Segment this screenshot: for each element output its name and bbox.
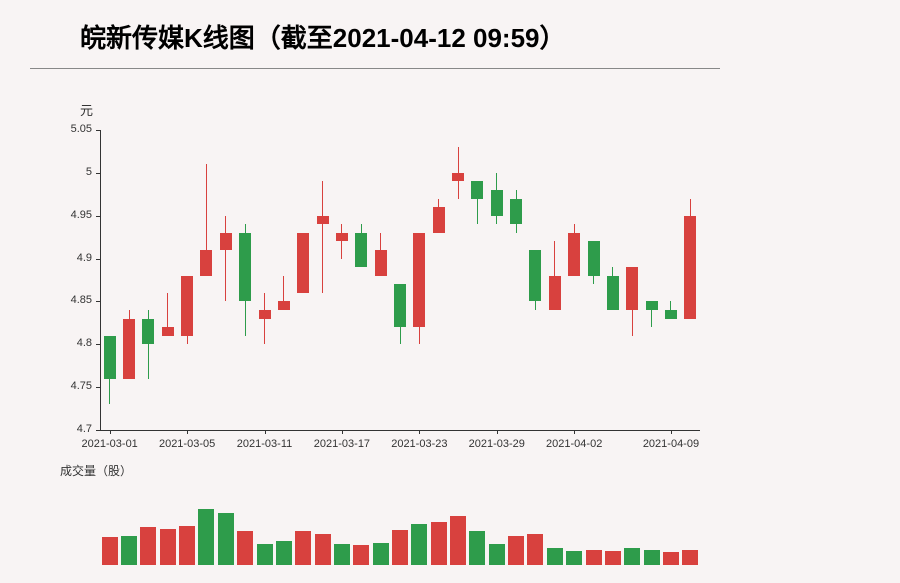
candle-body xyxy=(142,319,154,345)
volume-bar xyxy=(644,550,660,565)
candle-body xyxy=(413,233,425,327)
candle-body xyxy=(549,276,561,310)
volume-bar xyxy=(179,526,195,565)
y-tick-label: 4.7 xyxy=(52,423,92,435)
candle-body xyxy=(278,301,290,310)
volume-bar xyxy=(431,522,447,565)
candle-body xyxy=(123,319,135,379)
x-axis-line xyxy=(100,430,700,431)
candle-body xyxy=(665,310,677,319)
volume-bar xyxy=(450,516,466,565)
title-underline xyxy=(30,68,720,69)
y-tick xyxy=(96,430,100,431)
candle-body xyxy=(433,207,445,233)
candle-body xyxy=(336,233,348,242)
candle-body xyxy=(529,250,541,301)
volume-bar xyxy=(605,551,621,565)
candle-body xyxy=(181,276,193,336)
candle-body xyxy=(471,181,483,198)
candle-body xyxy=(317,216,329,225)
volume-bar xyxy=(663,552,679,565)
x-tick-label: 2021-03-29 xyxy=(469,438,525,450)
x-tick-label: 2021-03-05 xyxy=(159,438,215,450)
volume-bar xyxy=(257,544,273,565)
volume-label: 成交量（股） xyxy=(60,462,132,479)
volume-bar xyxy=(624,548,640,566)
y-tick-label: 4.85 xyxy=(52,294,92,306)
x-tick-label: 2021-03-23 xyxy=(391,438,447,450)
x-tick xyxy=(671,430,672,434)
candle-body xyxy=(607,276,619,310)
candle-body xyxy=(162,327,174,336)
x-tick-label: 2021-03-11 xyxy=(237,438,292,450)
y-axis-unit: 元 xyxy=(80,100,93,119)
x-tick xyxy=(187,430,188,434)
volume-bar xyxy=(198,509,214,565)
candle-body xyxy=(626,267,638,310)
candle-body xyxy=(394,284,406,327)
volume-chart xyxy=(100,495,700,565)
candle-body xyxy=(375,250,387,276)
candle-body xyxy=(452,173,464,182)
volume-bar xyxy=(140,527,156,566)
candle-wick xyxy=(322,181,323,292)
volume-bar xyxy=(392,530,408,565)
x-tick-label: 2021-04-02 xyxy=(546,438,602,450)
volume-bar xyxy=(334,544,350,565)
x-tick xyxy=(265,430,266,434)
volume-bar xyxy=(237,531,253,565)
y-tick-label: 5 xyxy=(52,166,92,178)
candle-body xyxy=(588,241,600,275)
volume-bar xyxy=(508,536,524,565)
x-tick-label: 2021-03-17 xyxy=(314,438,370,450)
volume-bar xyxy=(276,541,292,566)
volume-bar xyxy=(295,531,311,565)
x-tick-label: 2021-04-09 xyxy=(643,438,699,450)
x-tick xyxy=(574,430,575,434)
candle-wick xyxy=(225,216,226,302)
volume-bar xyxy=(353,545,369,565)
candlestick-chart xyxy=(100,130,700,430)
x-tick-label: 2021-03-01 xyxy=(82,438,138,450)
volume-bar xyxy=(373,543,389,565)
candle-body xyxy=(355,233,367,267)
candle-body xyxy=(200,250,212,276)
volume-bar xyxy=(682,550,698,565)
x-tick xyxy=(110,430,111,434)
candle-body xyxy=(297,233,309,293)
volume-bar xyxy=(315,534,331,566)
y-tick-label: 5.05 xyxy=(52,123,92,135)
y-tick-label: 4.9 xyxy=(52,252,92,264)
volume-bar xyxy=(160,529,176,565)
volume-bar xyxy=(121,536,137,565)
y-tick-label: 4.95 xyxy=(52,209,92,221)
volume-bar xyxy=(547,548,563,566)
candle-body xyxy=(104,336,116,379)
volume-bar xyxy=(527,534,543,566)
candle-body xyxy=(259,310,271,319)
chart-title: 皖新传媒K线图（截至2021-04-12 09:59） xyxy=(80,18,566,55)
x-tick xyxy=(497,430,498,434)
candle-body xyxy=(239,233,251,302)
candle-body xyxy=(646,301,658,310)
volume-bar xyxy=(489,544,505,565)
x-tick xyxy=(342,430,343,434)
y-tick-label: 4.8 xyxy=(52,337,92,349)
y-tick-label: 4.75 xyxy=(52,380,92,392)
volume-bar xyxy=(566,551,582,565)
candle-body xyxy=(568,233,580,276)
volume-bar xyxy=(411,524,427,565)
candle-body xyxy=(510,199,522,225)
candle-body xyxy=(220,233,232,250)
candle-body xyxy=(684,216,696,319)
volume-bar xyxy=(218,513,234,566)
volume-bar xyxy=(102,537,118,565)
volume-bar xyxy=(586,550,602,565)
volume-bar xyxy=(469,531,485,565)
candle-wick xyxy=(341,224,342,258)
x-tick xyxy=(419,430,420,434)
candle-body xyxy=(491,190,503,216)
